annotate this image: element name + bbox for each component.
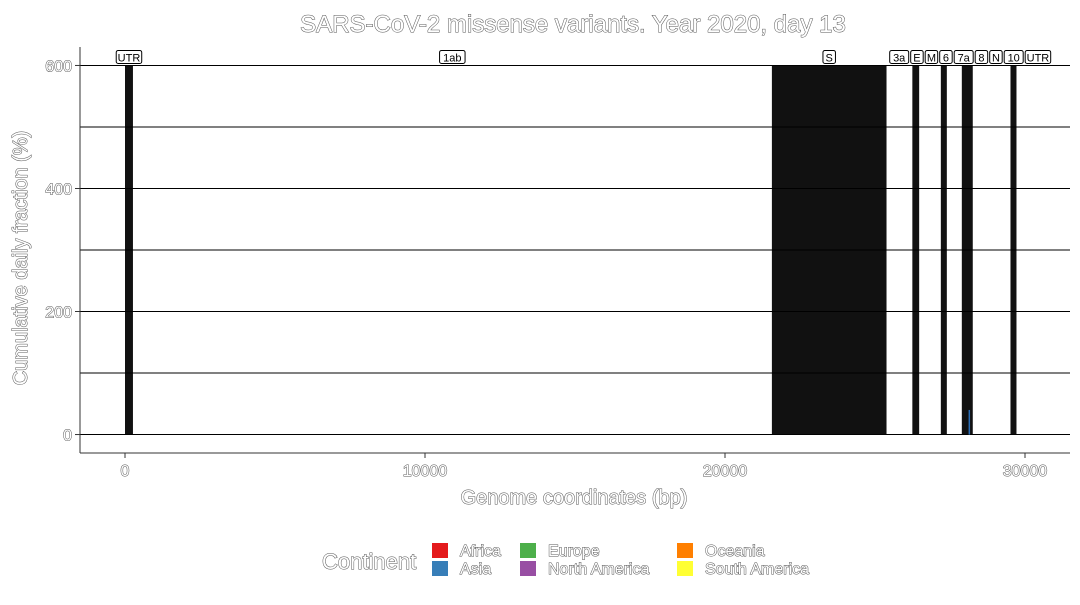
gene-label-s: S xyxy=(826,52,833,64)
gene-label-e: E xyxy=(913,52,920,64)
legend-swatch xyxy=(432,543,448,558)
x-tick-label: 30000 xyxy=(1003,463,1048,480)
y-tick-label: 600 xyxy=(45,58,72,75)
plot-area: UTR 1ab S 3a E M 6 7a 8 N 10 UTR xyxy=(80,49,1070,436)
gene-label-box xyxy=(889,49,910,64)
gene-label-box xyxy=(439,49,466,64)
gene-label-box xyxy=(910,49,924,64)
gene-label-1ab: 1ab xyxy=(443,52,461,64)
gene-label-box xyxy=(115,49,143,64)
gene-label-box xyxy=(939,49,953,64)
chart-title: SARS-CoV-2 missense variants. Year 2020,… xyxy=(300,11,846,38)
gene-label-m: M xyxy=(927,52,936,64)
gene-label-box xyxy=(924,49,939,64)
gene-label-box xyxy=(822,49,836,64)
gene-label-box xyxy=(989,49,1003,64)
gene-label-box xyxy=(974,49,989,64)
gene-label-7a: 7a xyxy=(958,52,971,64)
gene-label-utr: UTR xyxy=(1027,52,1050,64)
gene-label-box xyxy=(1003,49,1024,64)
x-axis-label: Genome coordinates (bp) xyxy=(461,487,688,509)
gene-label-n: N xyxy=(992,52,1000,64)
legend-swatch xyxy=(677,561,693,576)
legend-swatch xyxy=(432,561,448,576)
y-tick-label: 0 xyxy=(63,428,72,445)
legend-item-label: Asia xyxy=(460,561,491,578)
y-tick-label: 200 xyxy=(45,305,72,322)
axes: 0 200 400 600 0 10000 20000 30000 xyxy=(45,47,1070,481)
gene-label-6: 6 xyxy=(943,52,949,64)
legend-item-label: Africa xyxy=(460,543,501,560)
y-axis-label: Cumulative daily fraction (%) xyxy=(10,131,32,386)
y-tick-label: 400 xyxy=(45,181,72,198)
gene-label-box xyxy=(1024,49,1052,64)
gene-label-utr: UTR xyxy=(118,52,141,64)
legend-title: Continent xyxy=(322,549,416,574)
x-tick-label: 0 xyxy=(121,463,130,480)
legend-item-label: Europe xyxy=(548,543,600,560)
legend-swatch xyxy=(520,561,536,576)
legend-item-label: North America xyxy=(548,561,649,578)
x-tick-label: 10000 xyxy=(403,463,448,480)
gene-label-box xyxy=(953,49,974,64)
x-tick-label: 20000 xyxy=(703,463,748,480)
gene-label-8: 8 xyxy=(978,52,984,64)
gene-label-10: 10 xyxy=(1008,52,1020,64)
legend-item-label: South America xyxy=(705,561,809,578)
gene-label-3a: 3a xyxy=(893,52,906,64)
legend-item-label: Oceania xyxy=(705,543,765,560)
legend-swatch xyxy=(677,543,693,558)
legend-swatch xyxy=(520,543,536,558)
